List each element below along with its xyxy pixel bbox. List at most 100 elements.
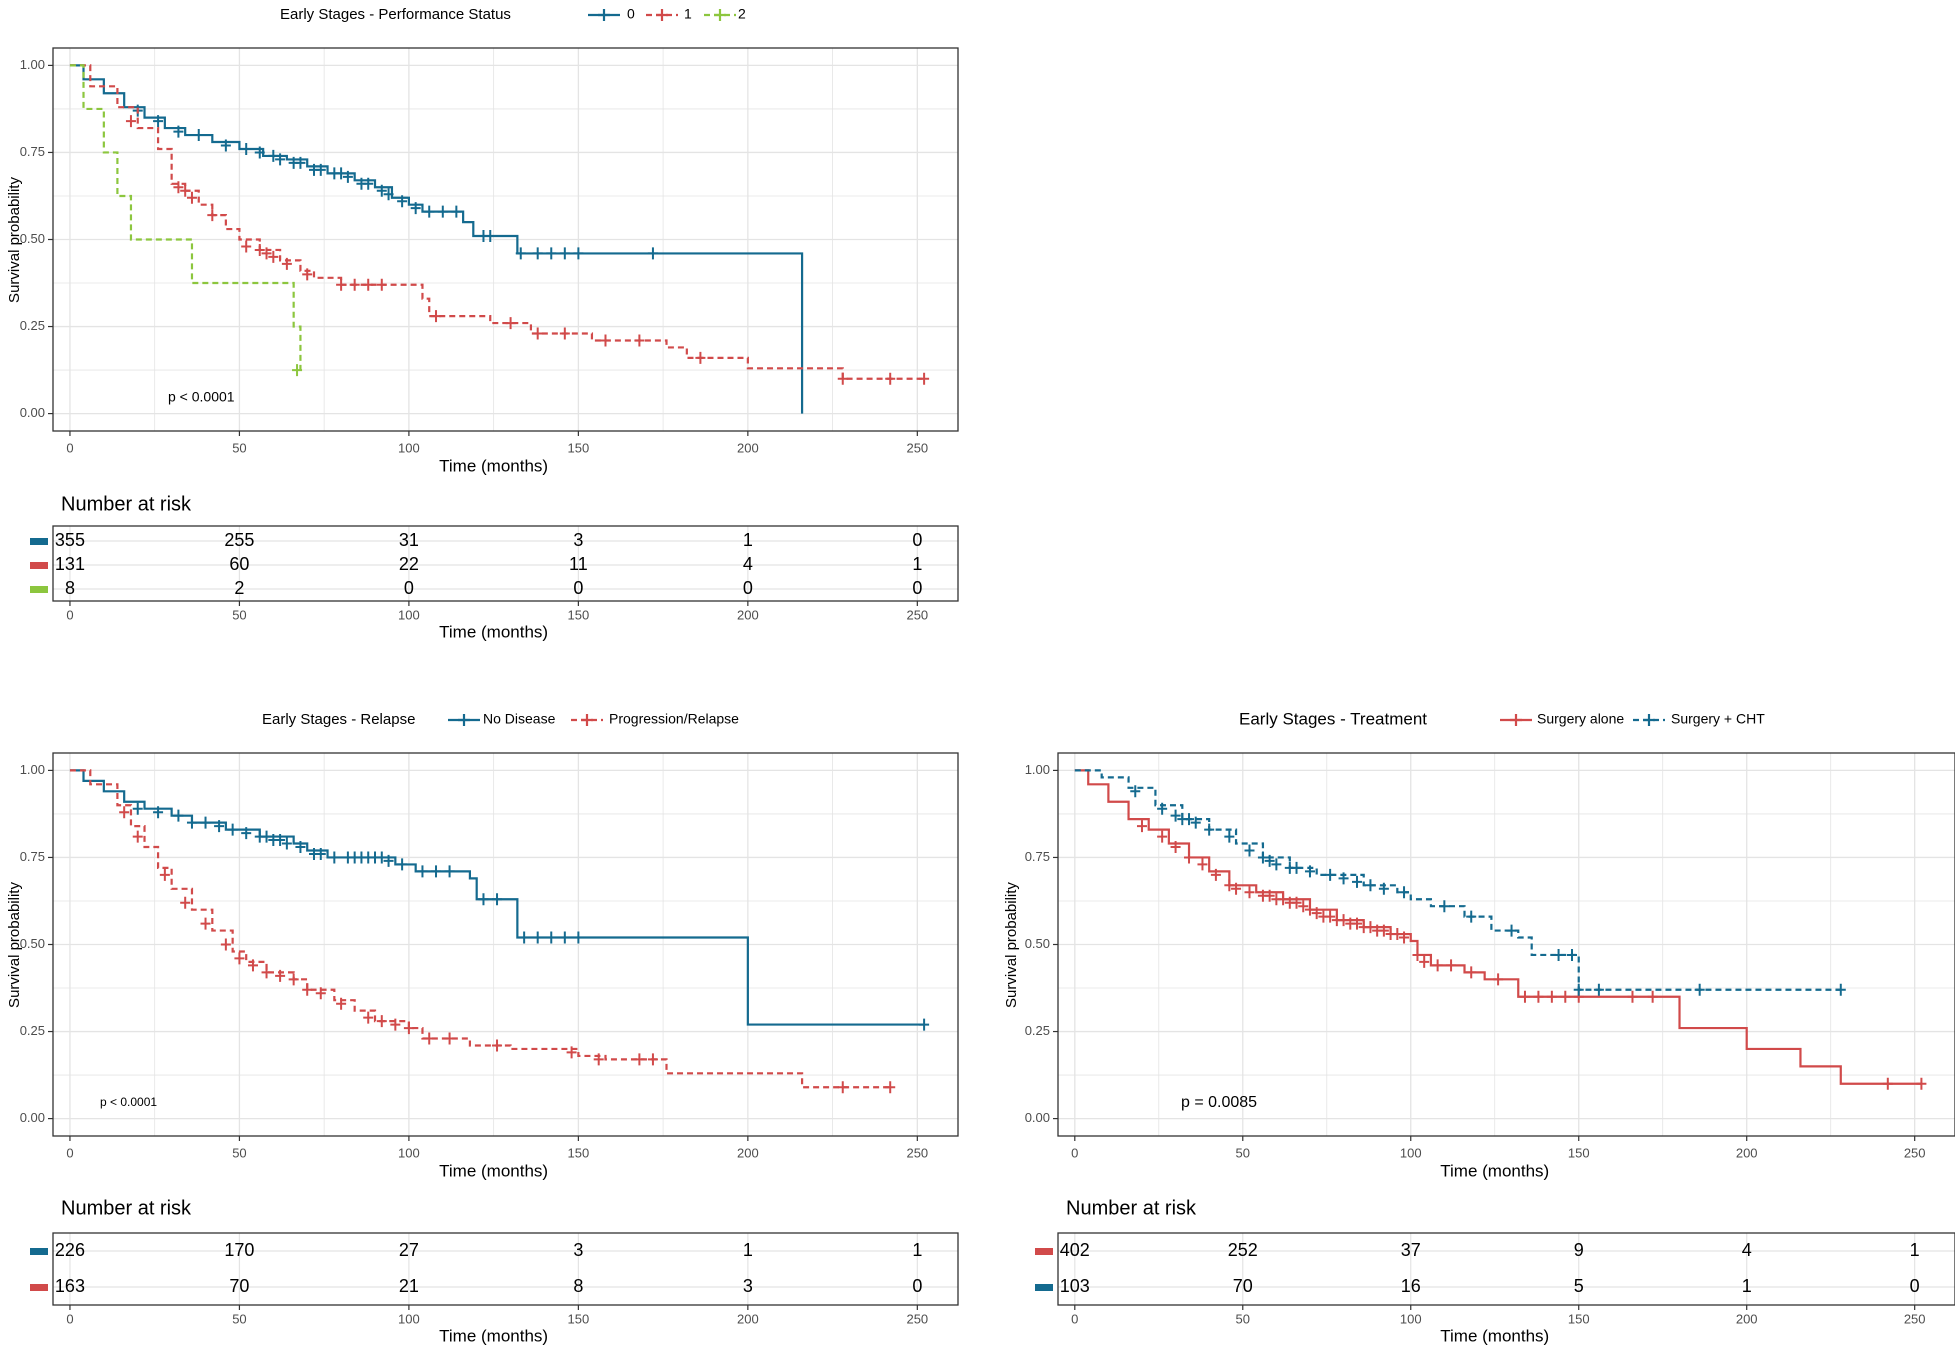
- censor-mark: [519, 931, 530, 944]
- x-tick-label: 100: [398, 440, 420, 455]
- censor-mark: [1399, 931, 1410, 944]
- censor-mark: [634, 1053, 645, 1066]
- censor-mark: [241, 240, 252, 253]
- censor-mark: [1399, 886, 1410, 899]
- censor-mark: [1365, 921, 1376, 934]
- risk-count: 1: [1910, 1240, 1920, 1260]
- risk-x-tick-label: 250: [906, 607, 928, 622]
- risk-count: 16: [1401, 1276, 1421, 1296]
- censor-mark: [573, 247, 584, 260]
- censor-mark: [363, 1011, 374, 1024]
- risk-count: 4: [1742, 1240, 1752, 1260]
- censor-mark: [302, 268, 313, 281]
- risk-count: 163: [55, 1276, 85, 1296]
- censor-mark: [349, 278, 360, 291]
- censor-mark: [261, 830, 272, 843]
- risk-count: 11: [569, 554, 588, 574]
- risk-row-color-key: [30, 586, 48, 593]
- y-tick-label: 0.50: [1025, 936, 1050, 951]
- risk-count: 8: [573, 1276, 583, 1296]
- censor-mark: [376, 851, 387, 864]
- risk-x-tick-label: 150: [568, 607, 590, 622]
- censor-mark: [153, 115, 164, 128]
- y-tick-label: 0.00: [20, 1110, 45, 1125]
- censor-mark: [1291, 861, 1302, 874]
- risk-x-tick-label: 50: [1236, 1311, 1250, 1326]
- legend-censor-mark: [598, 9, 610, 21]
- y-tick-label: 0.25: [20, 1023, 45, 1038]
- risk-count: 4: [743, 554, 753, 574]
- censor-mark: [241, 827, 252, 840]
- censor-mark: [275, 834, 286, 847]
- censor-mark: [1533, 990, 1544, 1003]
- x-tick-label: 0: [66, 440, 73, 455]
- legend-label: 2: [738, 6, 746, 22]
- y-tick-label: 0.00: [1025, 1110, 1050, 1125]
- km-curve-progression-relapse: [69, 769, 891, 1089]
- censor-mark: [431, 310, 442, 323]
- risk-count: 355: [55, 530, 85, 550]
- x-tick-label: 150: [1568, 1145, 1590, 1160]
- risk-row-color-key: [1035, 1248, 1053, 1255]
- legend-key-0: [588, 9, 620, 21]
- censor-mark: [1553, 948, 1564, 961]
- risk-x-tick-label: 100: [398, 1311, 420, 1326]
- risk-count: 1: [743, 1240, 753, 1260]
- censor-mark: [444, 1032, 455, 1045]
- censor-mark: [1378, 924, 1389, 937]
- risk-row-color-key: [30, 1248, 48, 1255]
- censor-mark: [200, 917, 211, 930]
- censor-mark: [1916, 1077, 1927, 1090]
- y-axis-title: Survival probability: [6, 882, 23, 1008]
- risk-count: 0: [573, 578, 583, 598]
- censor-mark: [261, 966, 272, 979]
- risk-x-tick-label: 250: [1904, 1311, 1926, 1326]
- censor-mark: [837, 1081, 848, 1094]
- censor-mark: [214, 820, 225, 833]
- censor-mark: [1264, 854, 1275, 867]
- risk-count: 1: [912, 554, 922, 574]
- censor-mark: [532, 247, 543, 260]
- km-curve-0: [69, 64, 804, 414]
- risk-count: 0: [912, 1276, 922, 1296]
- censor-mark: [383, 188, 394, 201]
- y-tick-label: 0.75: [1025, 849, 1050, 864]
- x-tick-label: 0: [66, 1145, 73, 1160]
- censor-mark: [1392, 928, 1403, 941]
- censor-mark: [227, 823, 238, 836]
- censor-mark: [363, 278, 374, 291]
- censor-mark: [403, 1022, 414, 1035]
- chart-title: Early Stages - Performance Status: [280, 6, 511, 23]
- censor-mark: [566, 1046, 577, 1059]
- risk-count: 3: [573, 530, 583, 550]
- risk-count: 0: [1910, 1276, 1920, 1296]
- censor-mark: [1224, 879, 1235, 892]
- risk-border: [52, 525, 959, 602]
- x-axis-title: Time (months): [1440, 1161, 1549, 1180]
- x-tick-label: 100: [398, 1145, 420, 1160]
- censor-mark: [424, 1032, 435, 1045]
- risk-x-tick-label: 200: [737, 607, 759, 622]
- legend-key-1: [646, 9, 678, 21]
- p-value-label: p = 0.0085: [1181, 1094, 1257, 1111]
- censor-mark: [1311, 907, 1322, 920]
- risk-table-title: Number at risk: [61, 493, 192, 515]
- censor-mark: [573, 931, 584, 944]
- censor-mark: [1432, 959, 1443, 972]
- censor-mark: [1157, 802, 1168, 815]
- censor-mark: [1197, 858, 1208, 871]
- y-tick-label: 0.50: [20, 936, 45, 951]
- legend-label: No Disease: [483, 711, 556, 727]
- x-tick-label: 250: [906, 1145, 928, 1160]
- risk-x-tick-label: 0: [1071, 1311, 1078, 1326]
- censor-mark: [1338, 872, 1349, 885]
- censor-mark: [1412, 948, 1423, 961]
- censor-mark: [329, 851, 340, 864]
- risk-x-tick-label: 0: [66, 1311, 73, 1326]
- censor-mark: [1190, 816, 1201, 829]
- censor-mark: [397, 858, 408, 871]
- risk-row-color-key: [30, 538, 48, 545]
- censor-mark: [410, 202, 421, 215]
- risk-count: 70: [229, 1276, 249, 1296]
